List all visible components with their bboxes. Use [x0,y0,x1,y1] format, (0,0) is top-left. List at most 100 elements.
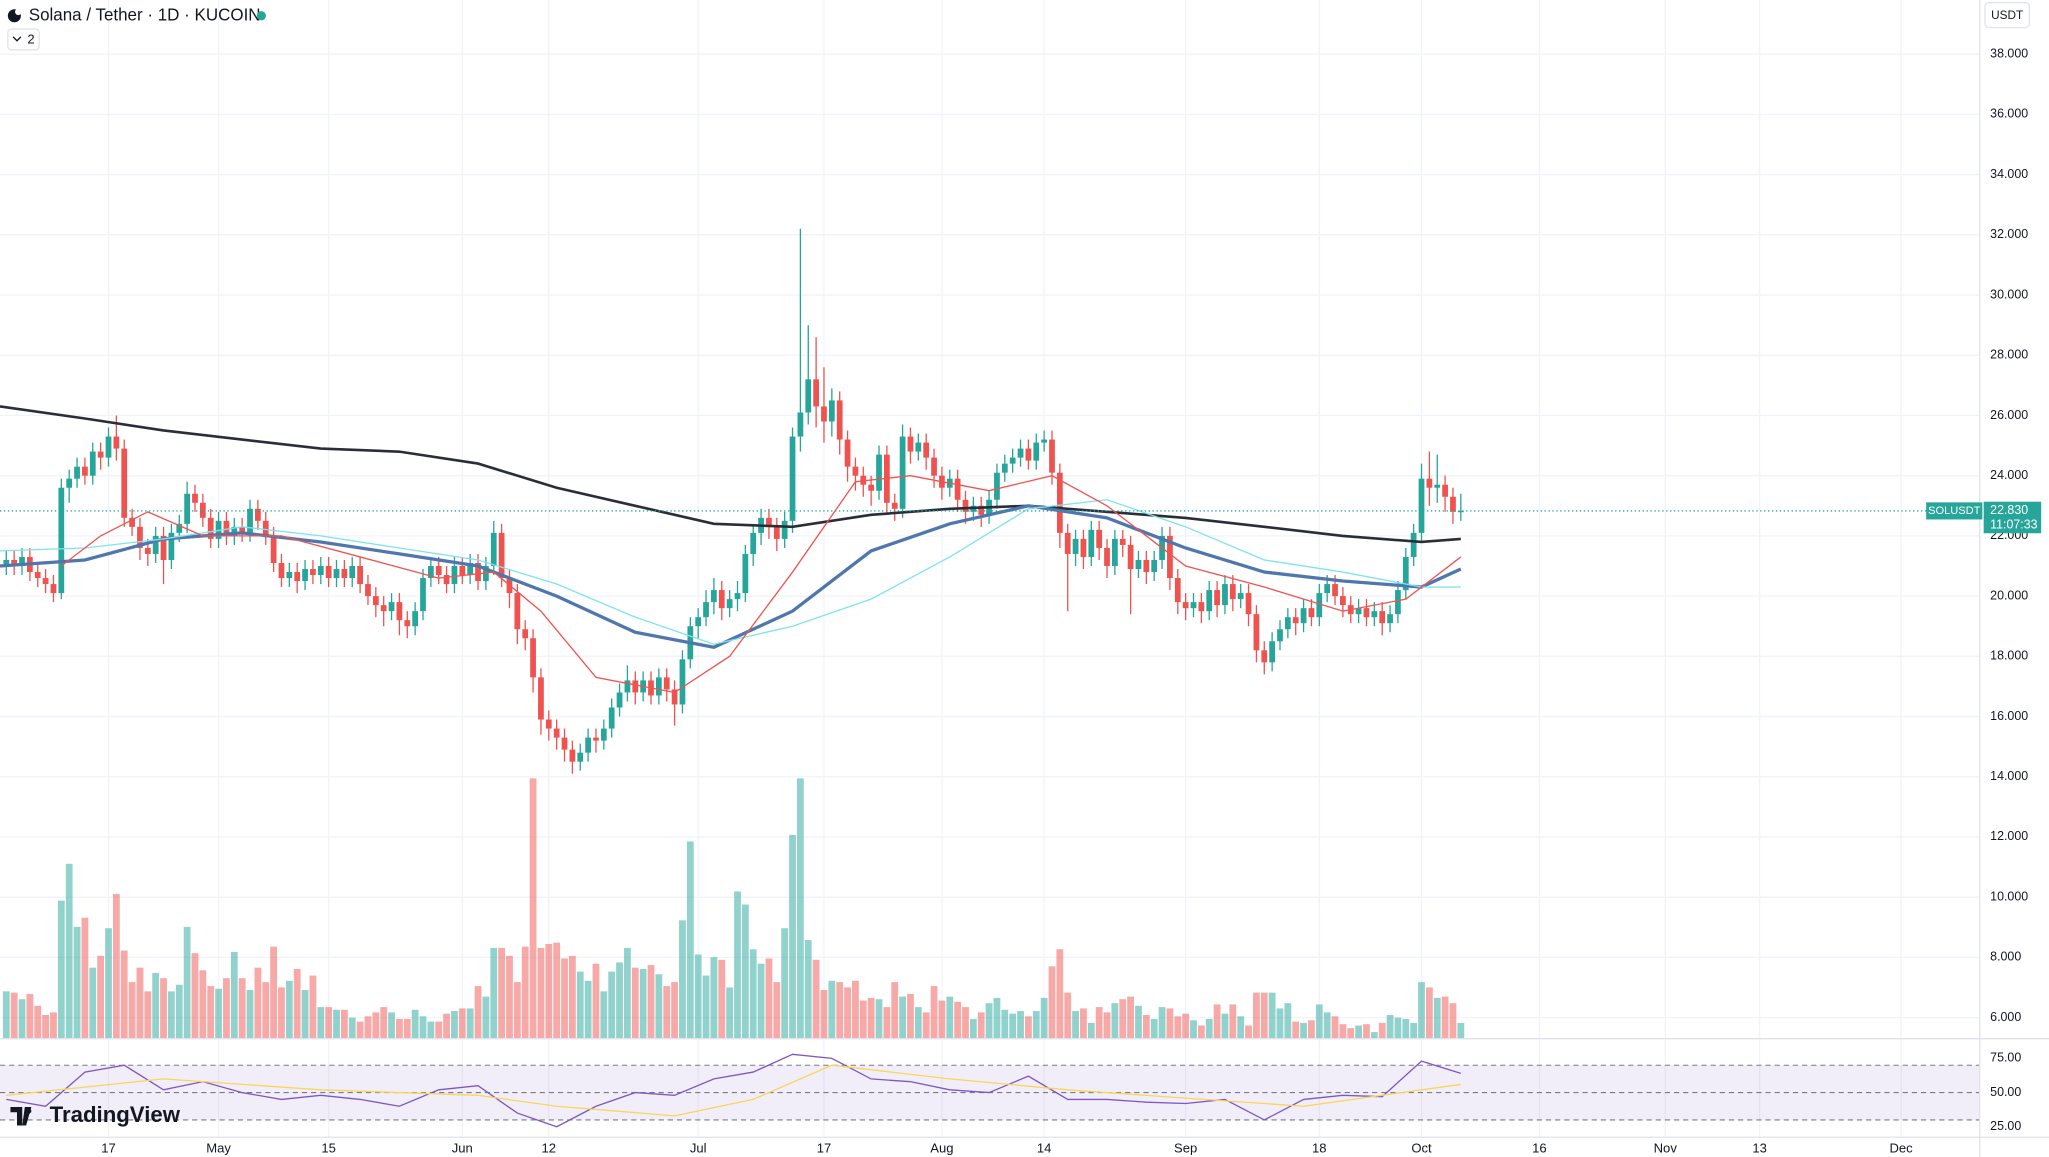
x-tick-label: 18 [1312,1141,1327,1156]
volume-bar [474,986,482,1039]
candle-body [679,659,686,705]
candle-body [1426,478,1433,488]
volume-bar [183,926,191,1039]
candle-body [1450,496,1456,512]
volume-bar [443,1013,450,1039]
volume-bar [333,1009,340,1039]
volume-bar [325,1007,333,1039]
candle-body [915,442,922,452]
candle-body [1033,442,1040,461]
candle-body [1127,544,1134,570]
candle-body [1096,529,1103,548]
volume-bar [34,1005,42,1039]
candle-body [1363,608,1370,618]
candle-body [420,578,426,612]
volume-bar [458,1008,466,1039]
volume-bar [1158,1007,1166,1039]
x-tick-label: Jun [452,1141,473,1156]
volume-bar [285,980,293,1039]
candle-body [931,457,937,476]
volume-bar [1433,997,1441,1039]
candle-body [624,680,631,693]
candle-body [1300,608,1307,624]
candle-body [404,620,411,627]
currency: USDT [1991,9,2023,22]
volume-bar [757,963,765,1039]
symbol-header[interactable]: Solana / Tether · 1D · KUCOIN [7,5,266,24]
candle-body [1292,617,1299,624]
symbol-icon [15,8,22,16]
x-tick-label: Aug [930,1141,953,1156]
volume-bar [1315,1004,1323,1039]
volume-bar [168,991,175,1039]
volume-bar [773,982,781,1039]
volume-bar [1363,1024,1370,1039]
volume-bar [702,975,710,1039]
y-tick-label: 6.000 [1990,1010,2021,1024]
candle-body [176,523,183,533]
toggle-box [7,28,40,51]
candle-body [396,602,403,621]
volume-bar [207,986,215,1039]
volume-bar [741,904,749,1039]
y-tick-label: 16.000 [1990,709,2028,723]
candle-body [1253,614,1260,651]
candle-body [50,584,57,594]
candle-body [616,692,623,708]
volume-bar [18,999,26,1039]
volume-bar [844,987,851,1039]
candle-body [388,602,395,612]
candle-body [11,559,18,567]
currency-button[interactable]: USDT [1984,1,2031,29]
symbol-title: Solana / Tether · 1D · KUCOIN [29,5,261,24]
candle-body [144,547,151,554]
currency-box [1984,1,2031,29]
volume-bar [1253,992,1260,1039]
y-tick-label: 8.000 [1990,950,2021,964]
volume-bar [513,982,521,1039]
candle-body [1214,590,1220,606]
volume-bar [568,955,576,1039]
volume-bar [10,992,18,1039]
candle-body [1284,617,1291,630]
candle-body [703,602,709,618]
candle-body [199,502,206,518]
volume-bar [946,996,954,1039]
logo: TradingView [10,1102,181,1127]
volume-bar [828,980,836,1039]
volume-bar [891,982,899,1039]
volume-bar [1425,987,1433,1039]
volume-bar [749,949,757,1039]
volume-bar [1284,1003,1292,1039]
indicator-toggle[interactable]: 2 [7,28,40,51]
candle-body [129,517,135,527]
candle-body [475,562,481,582]
candle-body [231,526,238,536]
volume-bar [537,947,545,1039]
candle-body [1277,629,1283,642]
volume-bar [81,917,89,1039]
volume-bar [1205,1018,1213,1039]
candle-body [1190,602,1197,609]
volume-bar [411,1009,419,1039]
volume-bar [348,1017,356,1039]
candle-body [341,569,348,579]
volume-bar [301,990,309,1039]
candle-body [718,590,725,609]
volume-bar [781,928,789,1039]
volume-bar [42,1015,49,1039]
volume-bar [136,967,144,1039]
price-tag [1983,501,2042,534]
volume-bar [1323,1012,1331,1039]
candle-body [427,566,434,579]
volume-bar [561,958,568,1039]
candle-body [1261,650,1268,663]
candle-body [270,535,277,563]
candle-body [553,728,560,738]
candle-body [19,556,25,567]
candle-body [1387,614,1393,624]
candle-body [192,493,198,503]
volume-bar [380,1007,388,1039]
volume-bar [270,946,278,1039]
volume-bar [993,997,1001,1039]
